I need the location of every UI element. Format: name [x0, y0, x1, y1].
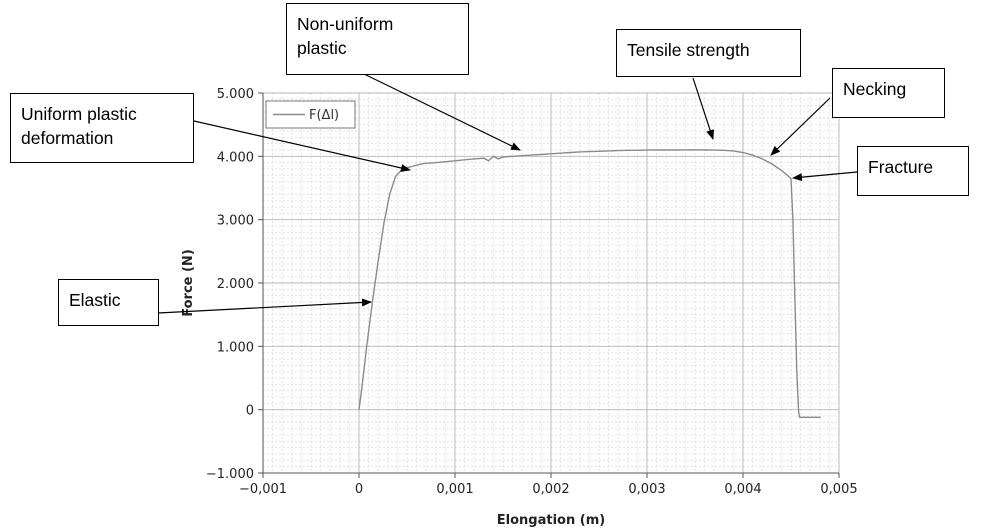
y-axis-label: Force (N) — [181, 249, 196, 317]
axes — [258, 92, 840, 478]
x-tick-label: 0,003 — [628, 482, 665, 497]
y-tick-label: 3.000 — [217, 214, 254, 229]
x-tick-label: −0,001 — [239, 482, 287, 497]
x-tick-label: 0,001 — [436, 482, 473, 497]
arrow-elastic — [157, 298, 372, 314]
annotation-arrows — [157, 72, 858, 314]
y-tick-label: 0 — [246, 404, 254, 419]
series-line-force — [358, 149, 821, 418]
arrow-necking — [770, 97, 831, 156]
annotation-elastic: Elastic — [58, 279, 159, 326]
arrow-non-uniform-plastic — [361, 72, 521, 151]
legend: F(Δl) — [265, 100, 356, 129]
x-tick-label: 0,004 — [724, 482, 761, 497]
annotation-tensile-strength: Tensile strength — [616, 29, 801, 77]
x-tick-label: 0 — [355, 482, 363, 497]
annotation-non-uniform-plastic: Non-uniform plastic — [286, 3, 469, 75]
legend-label: F(Δl) — [309, 108, 339, 123]
x-axis-label: Elongation (m) — [497, 513, 605, 528]
y-tick-label: 2.000 — [217, 277, 254, 292]
x-tick-label: 0,005 — [820, 482, 857, 497]
y-tick-label: 4.000 — [217, 150, 254, 165]
annotation-necking: Necking — [832, 68, 945, 118]
arrow-tensile-strength — [692, 77, 714, 140]
x-tick-label: 0,002 — [532, 482, 569, 497]
y-tick-label: 1.000 — [217, 340, 254, 355]
arrow-fracture — [792, 171, 858, 182]
arrow-uniform-plastic — [193, 120, 411, 172]
annotation-uniform-plastic: Uniform plastic deformation — [10, 93, 194, 163]
y-tick-label: 5.000 — [217, 87, 254, 102]
y-tick-label: −1.000 — [206, 467, 254, 482]
tick-labels: −0,001 0 0,001 0,002 0,003 0,004 0,005 5.000 4.0… — [206, 87, 858, 497]
annotation-fracture: Fracture — [857, 146, 969, 196]
